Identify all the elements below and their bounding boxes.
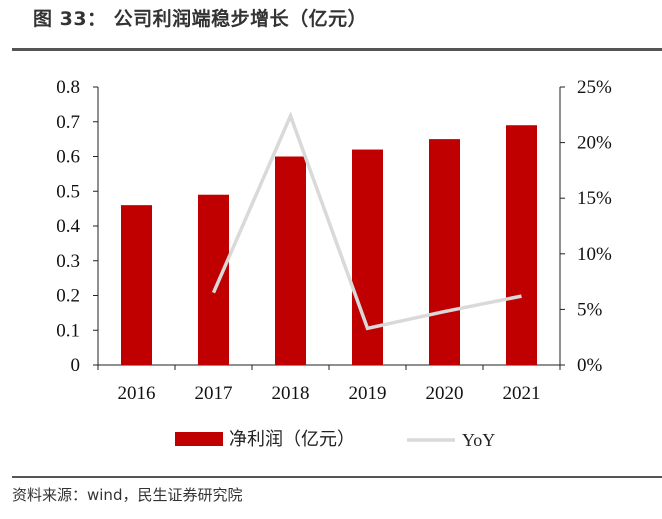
x-tick-label: 2021	[503, 383, 541, 404]
y-left-tick-label: 0.4	[56, 216, 80, 237]
y-right-tick-label: 5%	[577, 299, 603, 320]
x-tick-label: 2020	[426, 383, 464, 404]
source-note: 资料来源：wind，民生证券研究院	[12, 486, 243, 504]
y-right-tick-label: 20%	[577, 133, 612, 154]
y-left-tick-label: 0.1	[56, 320, 80, 341]
bar-net-profit	[198, 194, 229, 365]
legend-label-yoy: YoY	[462, 430, 495, 450]
bar-net-profit	[352, 149, 383, 365]
figure-title: 图 33： 公司利润端稳步增长（亿元）	[33, 8, 368, 30]
line-yoy	[211, 111, 522, 331]
bar-net-profit	[275, 156, 306, 365]
bar-net-profit	[429, 139, 460, 365]
y-left-tick-label: 0.7	[56, 112, 80, 133]
y-right-tick-label: 10%	[577, 244, 612, 265]
chart: 0 0.1 0.2 0.3 0.4 0.5 0.6 0.7 0.8 0% 5% 10% 15% 20% 25…	[56, 77, 612, 450]
y-left-tick-label: 0.8	[56, 77, 80, 98]
bar-net-profit	[506, 125, 537, 365]
legend-swatch-net-profit	[175, 432, 223, 446]
y-right-tick-label: 25%	[577, 77, 612, 98]
bottom-divider	[12, 476, 662, 478]
y-right-tick-label: 0%	[577, 355, 603, 376]
top-divider	[12, 48, 662, 51]
x-tick-label: 2017	[195, 383, 233, 404]
x-tick-label: 2016	[118, 383, 156, 404]
legend-label-net-profit: 净利润（亿元）	[229, 429, 355, 450]
bar-net-profit	[121, 205, 152, 365]
x-tick-label: 2019	[349, 383, 387, 404]
y-left-tick-label: 0.2	[56, 286, 80, 307]
y-left-tick-label: 0	[71, 355, 81, 376]
y-left-tick-label: 0.6	[56, 147, 80, 168]
y-left-tick-label: 0.3	[56, 251, 80, 272]
x-tick-label: 2018	[272, 383, 310, 404]
y-left-tick-label: 0.5	[56, 181, 80, 202]
y-right-tick-label: 15%	[577, 188, 612, 209]
